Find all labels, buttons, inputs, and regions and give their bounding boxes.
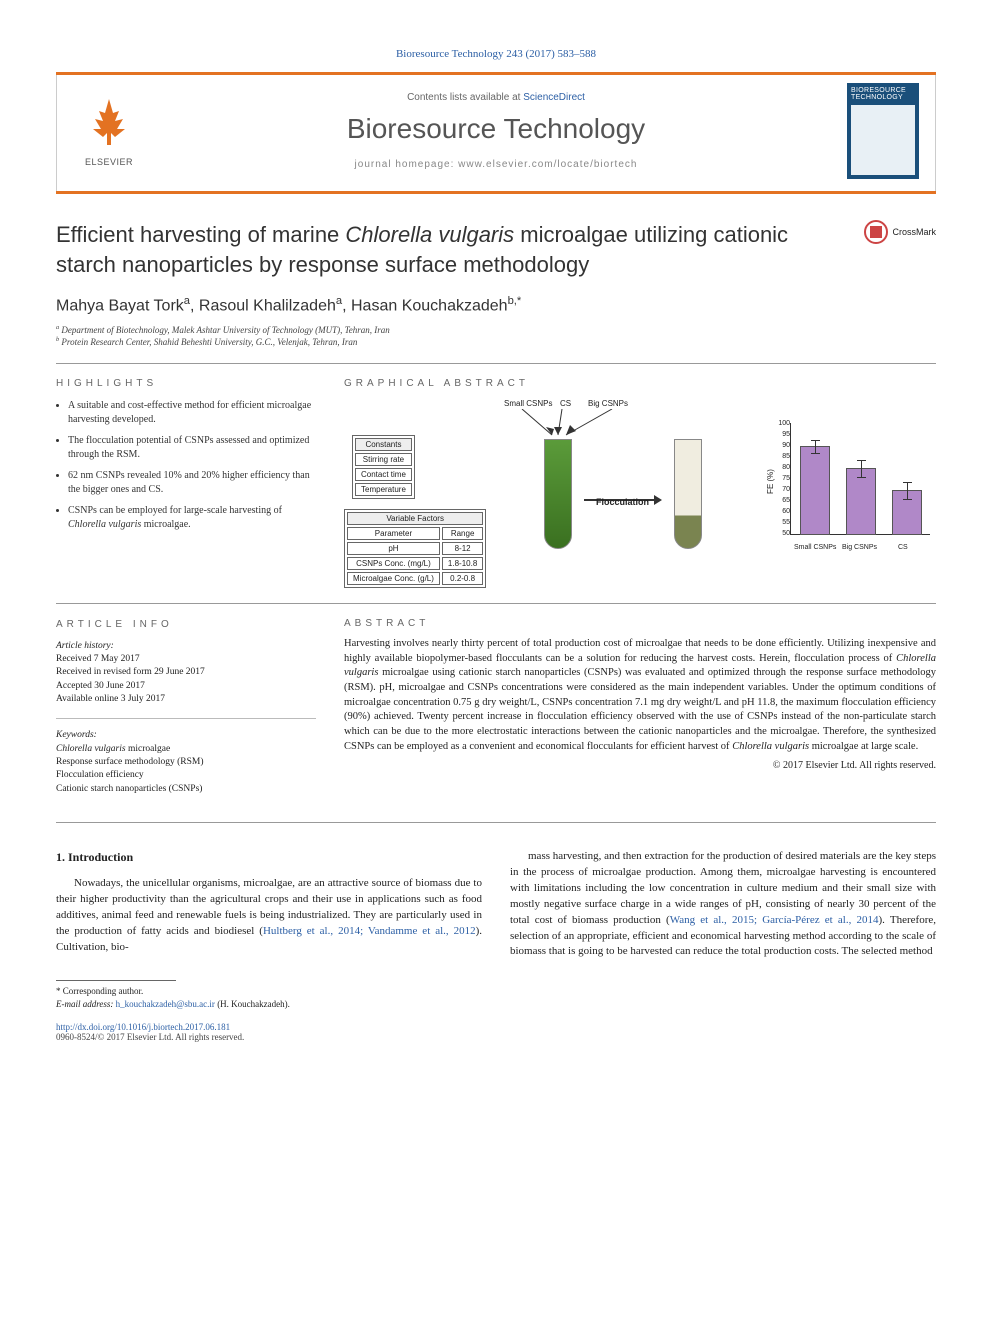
crossmark-badge[interactable]: CrossMark: [864, 220, 936, 244]
citation: Bioresource Technology 243 (2017) 583–58…: [56, 48, 936, 60]
corresponding-email: E-mail address: h_kouchakzadeh@sbu.ac.ir…: [56, 998, 482, 1011]
issn-line: 0960-8524/© 2017 Elsevier Ltd. All right…: [56, 1032, 936, 1042]
homepage-line: journal homepage: www.elsevier.com/locat…: [145, 159, 847, 170]
sciencedirect-link[interactable]: ScienceDirect: [523, 92, 585, 103]
abstract-text: Harvesting involves nearly thirty percen…: [344, 637, 936, 755]
highlight-item: A suitable and cost-effective method for…: [68, 399, 316, 428]
highlight-item: 62 nm CSNPs revealed 10% and 20% higher …: [68, 469, 316, 498]
keywords: Keywords: Chlorella vulgaris microalgae …: [56, 729, 316, 795]
abstract-head: ABSTRACT: [344, 618, 936, 629]
ga-bar: [800, 446, 830, 535]
affiliation-a: a Department of Biotechnology, Malek Ash…: [56, 324, 936, 337]
authors: Mahya Bayat Torka, Rasoul Khalilzadeha, …: [56, 295, 936, 315]
highlight-item: The flocculation potential of CSNPs asse…: [68, 434, 316, 463]
crossmark-icon: [864, 220, 888, 244]
ga-arrows-icon: [504, 409, 634, 439]
doi-link[interactable]: http://dx.doi.org/10.1016/j.biortech.201…: [56, 1022, 936, 1032]
ga-constants-table: Constants Stirring rateContact timeTempe…: [352, 435, 415, 499]
divider: [56, 603, 936, 604]
corresponding-author: * Corresponding author.: [56, 985, 482, 998]
ga-tube-before-icon: [544, 439, 572, 549]
highlights-head: HIGHLIGHTS: [56, 378, 316, 389]
ga-label-small: Small CSNPs: [504, 399, 552, 408]
ga-bar: [846, 468, 876, 535]
abstract-copyright: © 2017 Elsevier Ltd. All rights reserved…: [344, 760, 936, 771]
ga-bar-chart: 5055 6065 7075 8085 9095 100 FE (%) Smal…: [776, 417, 936, 557]
elsevier-logo: ELSEVIER: [73, 90, 145, 172]
graphical-abstract: Small CSNPs CS Big CSNPs Constants Stirr…: [344, 399, 936, 589]
citation-link[interactable]: Hultberg et al., 2014; Vandamme et al., …: [263, 925, 476, 937]
journal-name: Bioresource Technology: [145, 113, 847, 145]
ga-label-big: Big CSNPs: [588, 399, 628, 408]
elsevier-label: ELSEVIER: [85, 157, 133, 167]
divider: [56, 363, 936, 364]
highlights-list: A suitable and cost-effective method for…: [56, 399, 316, 533]
divider: [56, 822, 936, 823]
contents-line: Contents lists available at ScienceDirec…: [145, 92, 847, 103]
email-link[interactable]: h_kouchakzadeh@sbu.ac.ir: [116, 999, 215, 1009]
ga-variables-table: Variable Factors ParameterRange pH8-12 C…: [344, 509, 486, 588]
article-title: Efficient harvesting of marine Chlorella…: [56, 220, 864, 279]
journal-cover-thumb: BIORESOURCE TECHNOLOGY: [847, 83, 919, 179]
homepage-url[interactable]: www.elsevier.com/locate/biortech: [458, 159, 637, 170]
highlight-item: CSNPs can be employed for large-scale ha…: [68, 504, 316, 533]
affiliation-b: b Protein Research Center, Shahid Behesh…: [56, 336, 936, 349]
ga-flocculation-label: Flocculation: [596, 497, 649, 507]
citation-link[interactable]: Wang et al., 2015; García-Pérez et al., …: [670, 914, 879, 926]
section-1-head: 1. Introduction: [56, 849, 482, 866]
ga-label-cs: CS: [560, 399, 571, 408]
journal-header: ELSEVIER Contents lists available at Sci…: [56, 72, 936, 194]
article-info-head: ARTICLE INFO: [56, 618, 316, 632]
ga-tube-after-icon: [674, 439, 702, 549]
intro-para-2: mass harvesting, and then extraction for…: [510, 849, 936, 961]
article-history: Article history: Received 7 May 2017Rece…: [56, 640, 316, 706]
elsevier-tree-icon: [85, 95, 133, 157]
intro-para-1: Nowadays, the unicellular organisms, mic…: [56, 876, 482, 956]
ga-bar: [892, 490, 922, 535]
graphical-abstract-head: GRAPHICAL ABSTRACT: [344, 378, 936, 389]
